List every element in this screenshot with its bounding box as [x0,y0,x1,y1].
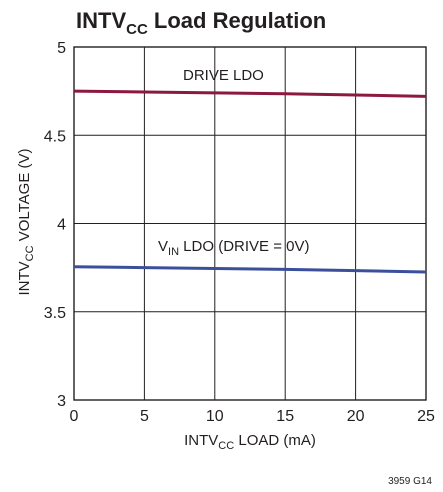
y-tick-label: 4 [57,217,66,234]
chart-title: INTVCC Load Regulation [76,8,326,38]
chart-title-sub: CC [126,21,148,38]
series-label-drive-ldo: DRIVE LDO [183,67,264,84]
x-axis-label-sub: CC [218,440,234,452]
x-tick-label: 15 [276,408,294,425]
x-tick-labels: 0 5 10 15 20 25 [70,408,435,425]
series-line-1 [73,265,427,274]
series-label-vin-ldo-sub: IN [168,246,179,258]
grid [74,47,426,400]
y-axis-label-sub: CC [24,245,36,261]
y-axis-label-main: INTV [16,261,33,295]
y-tick-label: 5 [57,40,66,57]
x-tick-label: 25 [417,408,435,425]
x-tick-label: 5 [140,408,149,425]
x-axis-label-main: INTV [184,432,218,449]
x-axis-label: INTVCC LOAD (mA) [184,432,316,452]
chart-title-main: INTV [76,8,126,33]
y-axis-label-rest: VOLTAGE (V) [16,148,33,245]
x-tick-label: 20 [347,408,365,425]
y-tick-label: 4.5 [44,128,66,145]
series-label-vin-ldo-rest: LDO (DRIVE = 0V) [179,238,309,255]
x-axis-label-rest: LOAD (mA) [234,432,316,449]
plot-frame [73,46,427,401]
figure-code: 3959 G14 [388,476,432,487]
series-label-vin-ldo: VIN LDO (DRIVE = 0V) [158,238,309,258]
x-tick-label: 0 [70,408,79,425]
y-tick-label: 3.5 [44,305,66,322]
series-label-vin-ldo-main: V [158,238,168,255]
series-line-0 [73,89,427,98]
chart-title-rest: Load Regulation [148,8,326,33]
y-axis-label: INTVCC VOLTAGE (V) [16,148,36,295]
y-tick-labels: 3 3.5 4 4.5 5 [44,40,66,410]
x-tick-label: 10 [206,408,224,425]
y-tick-label: 3 [57,393,66,410]
series-label-drive-ldo-main: DRIVE LDO [183,67,264,84]
series-group [73,89,427,274]
